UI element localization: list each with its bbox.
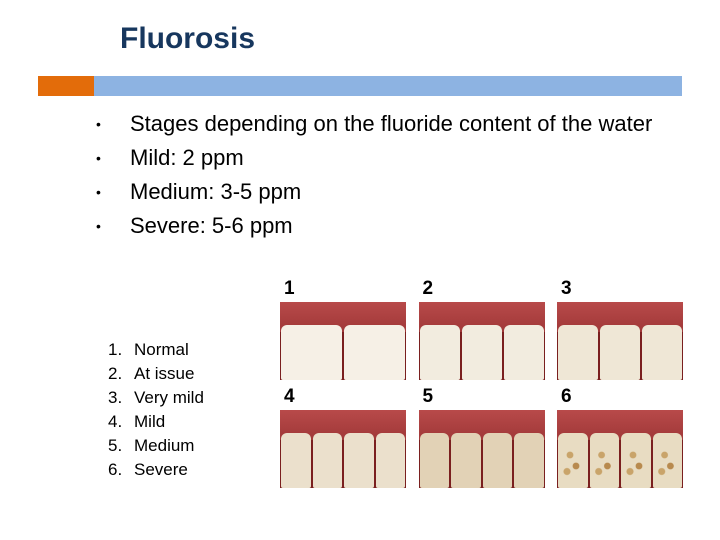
bullet-marker: • [96, 110, 130, 138]
image-cell: 2 [419, 278, 547, 380]
teeth-image-medium [419, 410, 545, 488]
image-row: 4 5 6 [280, 386, 685, 488]
image-label: 3 [561, 278, 685, 300]
legend-number: 6. [108, 460, 134, 480]
image-cell: 1 [280, 278, 408, 380]
legend-item: 2. At issue [108, 364, 204, 384]
slide-title: Fluorosis [120, 22, 255, 56]
image-cell: 6 [557, 386, 685, 488]
bullet-marker: • [96, 144, 130, 172]
legend-label: Severe [134, 460, 188, 480]
image-cell: 5 [419, 386, 547, 488]
legend-item: 4. Mild [108, 412, 204, 432]
legend-number: 5. [108, 436, 134, 456]
bullet-marker: • [96, 212, 130, 240]
bullet-item: • Stages depending on the fluoride conte… [96, 110, 676, 138]
image-row: 1 2 3 [280, 278, 685, 380]
bullet-list: • Stages depending on the fluoride conte… [96, 110, 676, 246]
teeth-image-severe [557, 410, 683, 488]
image-label: 2 [423, 278, 547, 300]
accent-divider [0, 76, 720, 96]
teeth-image-at-issue [419, 302, 545, 380]
bullet-item: • Severe: 5-6 ppm [96, 212, 676, 240]
legend-number: 2. [108, 364, 134, 384]
legend-label: At issue [134, 364, 194, 384]
image-label: 5 [423, 386, 547, 408]
legend-item: 6. Severe [108, 460, 204, 480]
bullet-marker: • [96, 178, 130, 206]
bullet-text: Stages depending on the fluoride content… [130, 110, 652, 138]
teeth-image-normal [280, 302, 406, 380]
bullet-item: • Medium: 3-5 ppm [96, 178, 676, 206]
bullet-text: Mild: 2 ppm [130, 144, 244, 172]
image-label: 4 [284, 386, 408, 408]
legend-label: Mild [134, 412, 165, 432]
bullet-item: • Mild: 2 ppm [96, 144, 676, 172]
legend-number: 4. [108, 412, 134, 432]
accent-blue-block [94, 76, 682, 96]
legend-item: 5. Medium [108, 436, 204, 456]
accent-orange-block [38, 76, 94, 96]
legend-list: 1. Normal 2. At issue 3. Very mild 4. Mi… [108, 340, 204, 484]
legend-item: 3. Very mild [108, 388, 204, 408]
legend-number: 3. [108, 388, 134, 408]
slide: Fluorosis • Stages depending on the fluo… [0, 0, 720, 540]
bullet-text: Medium: 3-5 ppm [130, 178, 301, 206]
image-cell: 4 [280, 386, 408, 488]
legend-item: 1. Normal [108, 340, 204, 360]
legend-label: Normal [134, 340, 189, 360]
teeth-image-mild [280, 410, 406, 488]
legend-number: 1. [108, 340, 134, 360]
image-grid: 1 2 3 [280, 278, 685, 494]
image-cell: 3 [557, 278, 685, 380]
teeth-image-very-mild [557, 302, 683, 380]
legend-label: Very mild [134, 388, 204, 408]
image-label: 1 [284, 278, 408, 300]
bullet-text: Severe: 5-6 ppm [130, 212, 293, 240]
image-label: 6 [561, 386, 685, 408]
legend-label: Medium [134, 436, 194, 456]
